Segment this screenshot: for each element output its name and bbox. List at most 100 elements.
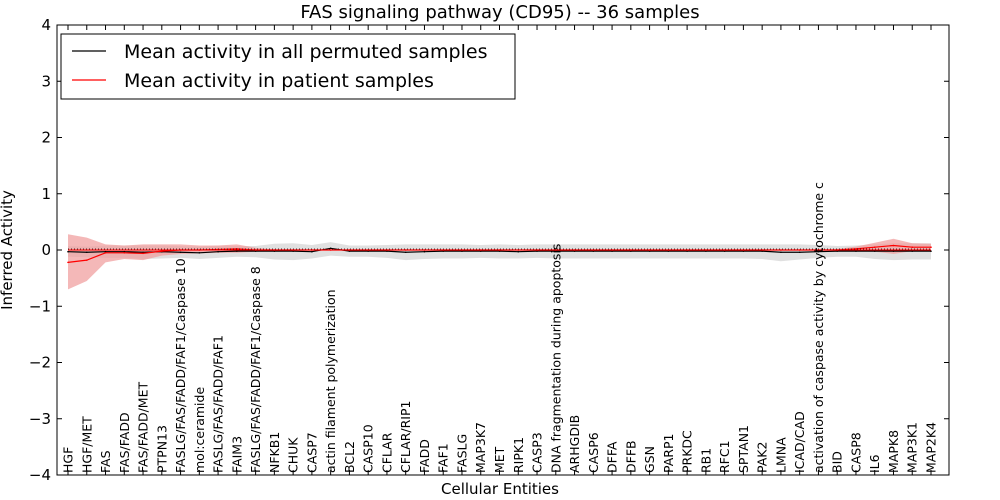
x-tick-label: CHUK xyxy=(286,437,301,473)
x-tick-label: FAF1 xyxy=(436,443,451,473)
x-tick-label: MAP3K1 xyxy=(905,422,920,473)
x-tick-label: CASP10 xyxy=(361,424,376,473)
x-tick-label: LMNA xyxy=(773,437,788,473)
x-tick-label: FAS/FADD/MET xyxy=(136,382,151,473)
y-tick-label: −1 xyxy=(29,297,51,315)
x-tick-label: MAP3K7 xyxy=(473,422,488,473)
x-tick-label: CASP8 xyxy=(848,432,863,473)
series-1-point xyxy=(723,250,726,252)
series-1-point xyxy=(236,250,238,252)
x-tick-label: FASLG/FAS/FADD/FAF1/Caspase 8 xyxy=(248,266,263,473)
series-1-point xyxy=(517,250,520,253)
series-1-point xyxy=(573,250,576,252)
x-axis: HGF HGF/MET FAS FAS/FADD FAS/FADD/MET PTPN13 F… xyxy=(61,25,939,475)
x-tick-label: DFFA xyxy=(605,441,620,473)
chart-title: FAS signaling pathway (CD95) -- 36 sampl… xyxy=(300,2,699,23)
series-2-point xyxy=(911,246,914,248)
reference-lines xyxy=(68,248,931,251)
series-2-point xyxy=(930,246,932,248)
series-1-point xyxy=(873,250,876,252)
series-2-point xyxy=(123,252,126,254)
x-tick-label: IL6 xyxy=(867,454,882,473)
x-tick-label: FAS xyxy=(98,450,113,473)
x-tick-label: PARP1 xyxy=(661,434,676,473)
series-1-point xyxy=(498,250,501,252)
x-tick-label: HGF/MET xyxy=(79,416,94,473)
series-2-point xyxy=(873,246,876,248)
series-1-point xyxy=(892,250,895,252)
series-2-point xyxy=(104,252,107,254)
series-1-point xyxy=(142,251,144,254)
y-axis-label: Inferred Activity xyxy=(0,190,16,310)
x-tick-label: mol:ceramide xyxy=(192,387,207,473)
series-1-point xyxy=(179,251,182,254)
x-tick-label: HGF xyxy=(61,447,76,473)
x-tick-label: CFLAR xyxy=(379,432,394,473)
legend: Mean activity in all permuted samples Mea… xyxy=(60,33,516,100)
series-1-point xyxy=(273,250,276,252)
x-tick-label: actin filament polymerization xyxy=(323,289,338,473)
x-tick-label: RB1 xyxy=(698,448,713,473)
legend-label-1: Mean activity in all permuted samples xyxy=(124,41,487,63)
series-1-point xyxy=(798,251,801,254)
series-1-point xyxy=(705,250,707,252)
x-tick-label: MET xyxy=(492,446,507,473)
series-1-point xyxy=(742,250,745,252)
series-1-point xyxy=(667,250,670,252)
x-tick-label: CFLAR/RIP1 xyxy=(398,401,413,473)
x-tick-label: MAP2K4 xyxy=(924,422,939,473)
x-tick-label: FADD xyxy=(417,439,432,473)
series-1-point xyxy=(311,250,313,253)
series-1-point xyxy=(104,250,107,253)
series-2-point xyxy=(161,250,163,252)
confidence-bands xyxy=(68,234,931,290)
x-tick-label: FASLG/FAS/FADD/FAF1/Caspase 10 xyxy=(173,258,188,473)
series-1-point xyxy=(198,252,201,254)
series-1-point xyxy=(855,250,857,252)
series-1-point xyxy=(592,250,595,252)
x-tick-label: NFKB1 xyxy=(267,432,282,473)
y-tick-label: 4 xyxy=(41,16,51,34)
series-2-band xyxy=(68,234,931,290)
x-tick-label: FASLG/FAS/FADD/FAF1 xyxy=(211,335,226,473)
series-1-point xyxy=(367,250,369,252)
y-tick-label: 3 xyxy=(41,72,51,90)
x-tick-label: FAIM3 xyxy=(229,436,244,473)
legend-label-2: Mean activity in patient samples xyxy=(124,70,434,92)
series-2-point xyxy=(85,259,88,261)
y-tick-label: −2 xyxy=(29,354,51,372)
series-1-point xyxy=(930,250,932,252)
x-tick-label: CASP7 xyxy=(304,432,319,473)
x-tick-label: activation of caspase activity by cytoch… xyxy=(811,182,826,473)
series-1-point xyxy=(292,250,294,252)
series-1-point xyxy=(554,250,557,252)
series-1-point xyxy=(461,250,463,252)
series-1-point xyxy=(217,250,219,253)
x-tick-label: SPTAN1 xyxy=(736,425,751,473)
x-tick-label: CASP3 xyxy=(530,432,545,473)
series-1-point xyxy=(442,250,445,252)
series-1-point xyxy=(780,251,782,254)
x-tick-label: PRKDC xyxy=(680,430,695,473)
x-axis-label: Cellular Entities xyxy=(441,480,559,498)
x-tick-label: BCL2 xyxy=(342,441,357,473)
x-tick-label: RFC1 xyxy=(717,440,732,473)
x-tick-label: DNA fragmentation during apoptosis xyxy=(548,244,563,473)
x-tick-label: RIPK1 xyxy=(511,437,526,473)
series-1-point xyxy=(836,250,838,252)
x-tick-label: BID xyxy=(830,451,845,473)
series-1-point xyxy=(630,250,632,252)
y-tick-label: 0 xyxy=(41,241,51,259)
legend-box xyxy=(60,33,516,100)
y-tick-label: −4 xyxy=(29,466,51,484)
series-1-point xyxy=(254,250,257,252)
series-1-point xyxy=(817,250,820,253)
series-1-point xyxy=(611,250,613,252)
series-1-point xyxy=(348,250,351,252)
series-1-point xyxy=(404,251,407,254)
x-tick-label: CASP6 xyxy=(586,432,601,473)
y-tick-label: 1 xyxy=(41,185,51,203)
y-tick-label: −3 xyxy=(29,410,51,428)
series-1-point xyxy=(386,250,388,252)
